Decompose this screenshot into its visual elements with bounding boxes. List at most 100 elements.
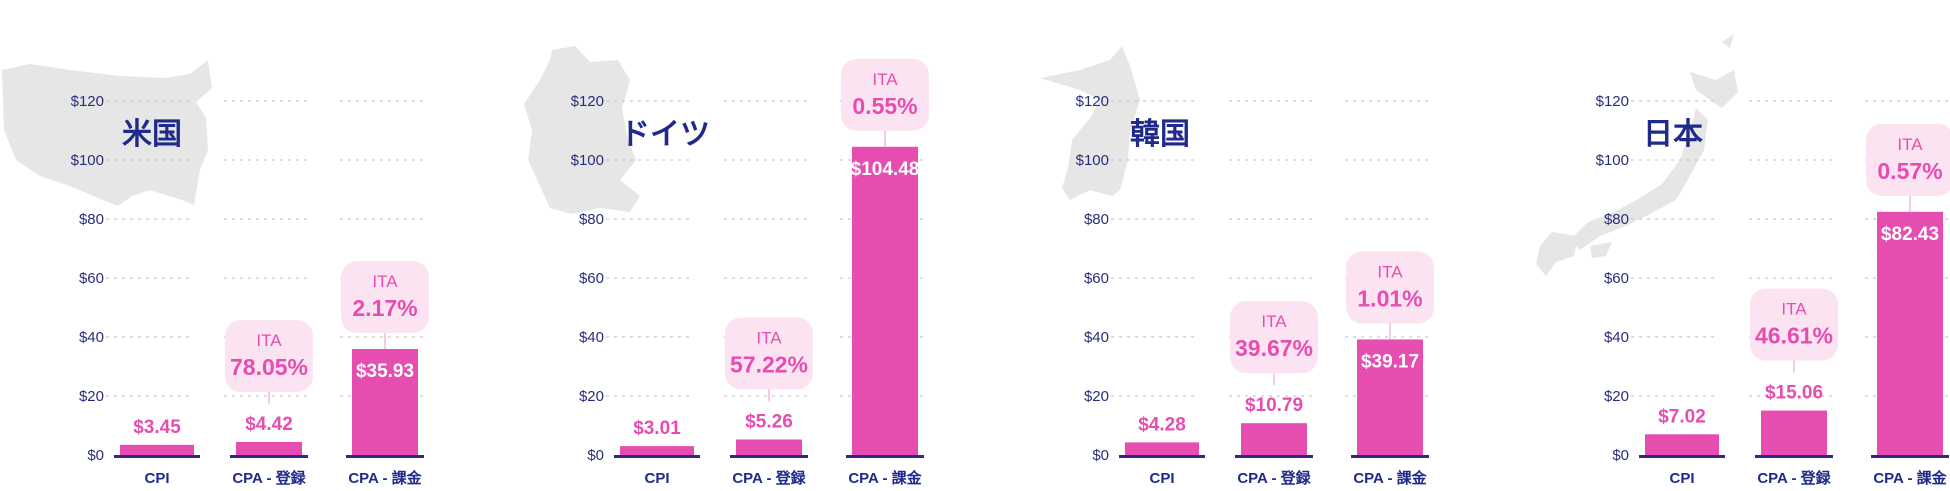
bar [1877,211,1943,455]
y-tick-label: $100 [1076,152,1109,169]
y-tick-label: $100 [1596,152,1629,169]
data-label: $82.43 [1881,224,1939,245]
y-tick-label: $80 [1604,211,1629,228]
ita-label: ITA [1781,300,1807,319]
y-tick-label: $0 [1092,447,1109,464]
y-tick-label: $80 [79,211,104,228]
ita-label: ITA [256,331,282,350]
data-label: $35.93 [356,361,414,382]
ita-label: ITA [1261,312,1287,331]
ita-value: 78.05% [230,354,308,380]
ita-label: ITA [872,70,898,89]
y-tick-label: $120 [571,93,604,110]
ita-label: ITA [1377,262,1403,281]
y-tick-label: $60 [579,270,604,287]
ita-value: 57.22% [730,351,808,377]
y-tick-label: $40 [579,329,604,346]
data-label: $15.06 [1765,383,1823,404]
category-label: CPI [1669,470,1694,487]
bar [1645,434,1719,455]
data-label: $4.28 [1138,414,1186,435]
chart-title: 日本 [1643,117,1703,152]
bar [236,441,302,455]
japan-map-icon [1536,34,1738,276]
y-tick-label: $60 [1084,270,1109,287]
y-tick-label: $100 [71,152,104,169]
ita-value: 0.57% [1877,158,1942,184]
germany-map-icon [524,46,640,214]
data-label: $4.42 [245,414,293,435]
y-tick-label: $120 [71,93,104,110]
ita-bubble [1866,123,1950,196]
ita-value: 46.61% [1755,323,1833,349]
ita-value: 1.01% [1357,285,1422,311]
ita-bubble [1750,288,1838,361]
category-label: CPA - 登録 [232,469,306,487]
y-tick-label: $20 [1604,388,1629,405]
y-tick-label: $60 [1604,270,1629,287]
ita-value: 39.67% [1235,335,1313,361]
category-label: CPA - 登録 [1757,469,1831,487]
category-label: CPA - 課金 [348,469,422,487]
y-tick-label: $80 [1084,211,1109,228]
y-tick-label: $40 [1084,329,1109,346]
korea-map-icon [1040,46,1140,200]
category-label: CPA - 課金 [848,469,922,487]
y-tick-label: $0 [1612,447,1629,464]
y-tick-label: $40 [1604,329,1629,346]
ita-bubble [841,58,929,131]
ita-bubble [341,261,429,334]
chart-panel-0: $0 $20 $40 $60 $80 $100 $120 米国 CPI $3.45 CPA - 登録… [71,93,429,487]
y-tick-label: $40 [79,329,104,346]
bar [1241,423,1307,455]
bar [736,439,802,455]
ita-bubble [225,319,313,392]
ita-value: 0.55% [852,93,917,119]
chart-panel-1: $0 $20 $40 $60 $80 $100 $120 ドイツ CPI $3.01 CPA - 登… [571,58,929,487]
y-tick-label: $100 [571,152,604,169]
ita-bubble [1230,301,1318,374]
category-label: CPA - 課金 [1353,469,1427,487]
ita-value: 2.17% [352,295,417,321]
chart-panel-3: $0 $20 $40 $60 $80 $100 $120 日本 CPI $7.02 CPA - 登録… [1596,93,1950,487]
y-tick-label: $20 [579,388,604,405]
category-label: CPA - 課金 [1873,469,1947,487]
usa-map-icon [2,60,212,206]
y-tick-label: $20 [1084,388,1109,405]
chart-title: 米国 [122,117,182,152]
bar [1357,339,1423,455]
ita-label: ITA [756,328,782,347]
y-tick-label: $60 [79,270,104,287]
bar [620,446,694,455]
y-tick-label: $120 [1076,93,1109,110]
bar [120,444,194,455]
y-tick-label: $0 [587,447,604,464]
bar [1761,410,1827,455]
ita-label: ITA [1897,135,1923,154]
data-label: $3.45 [133,417,181,438]
data-label: $39.17 [1361,351,1419,372]
bar [352,349,418,455]
category-label: CPI [144,470,169,487]
category-label: CPA - 登録 [1237,469,1311,487]
ita-label: ITA [372,272,398,291]
ita-bubble [1346,251,1434,324]
bar [1125,442,1199,455]
category-label: CPI [1149,470,1174,487]
y-tick-label: $80 [579,211,604,228]
chart-title: ドイツ [620,117,710,152]
category-label: CPA - 登録 [732,469,806,487]
ita-bubble [725,317,813,390]
chart-title: 韓国 [1130,117,1190,152]
y-tick-label: $20 [79,388,104,405]
data-label: $7.02 [1658,406,1706,427]
data-label: $3.01 [633,418,681,439]
category-label: CPI [644,470,669,487]
y-tick-label: $0 [87,447,104,464]
chart-panel-2: $0 $20 $40 $60 $80 $100 $120 韓国 CPI $4.28 CPA - 登録… [1076,93,1434,487]
data-label: $104.48 [851,159,920,180]
y-tick-label: $120 [1596,93,1629,110]
data-label: $5.26 [745,411,793,432]
bar [852,146,918,455]
